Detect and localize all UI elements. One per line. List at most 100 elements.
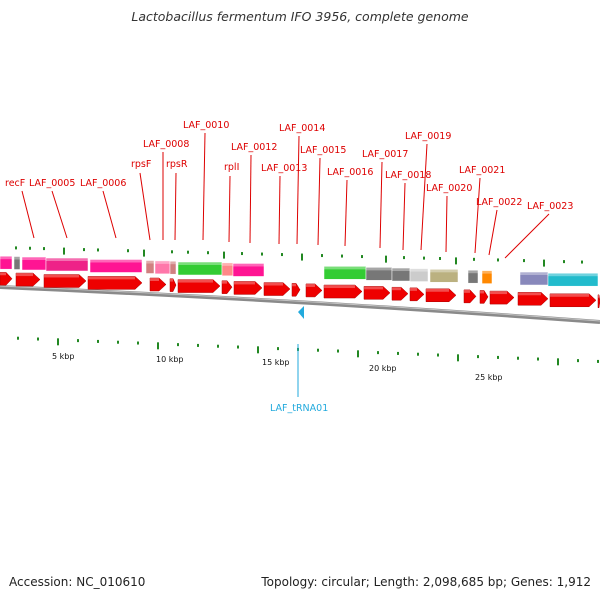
- cds-arrow-highlight: [16, 273, 33, 277]
- gene-label-laf_0019[interactable]: LAF_0019: [405, 131, 451, 142]
- cds-arrow-highlight: [364, 286, 383, 290]
- gene-label-laf_0015[interactable]: LAF_0015: [300, 145, 346, 156]
- cds-arrow-row: [0, 271, 600, 309]
- feature-band-row: [0, 255, 599, 287]
- leader-line-laf_0012: [249, 154, 252, 244]
- cds-arrow[interactable]: [87, 276, 143, 290]
- cds-arrow[interactable]: [177, 279, 221, 293]
- feature-block[interactable]: [547, 272, 599, 287]
- cds-arrow[interactable]: [149, 277, 167, 292]
- cds-arrow-highlight: [264, 282, 283, 286]
- cds-arrow[interactable]: [479, 290, 489, 304]
- feature-block[interactable]: [169, 260, 177, 275]
- cds-arrow-highlight: [490, 291, 507, 295]
- gene-label-laf_0016[interactable]: LAF_0016: [327, 167, 373, 178]
- scale-label: 20 kbp: [369, 364, 397, 373]
- cds-arrow[interactable]: [221, 280, 233, 294]
- gene-label-laf_0012[interactable]: LAF_0012: [231, 142, 277, 153]
- leader-line-laf_0013: [278, 175, 281, 245]
- gene-label-rpsr[interactable]: rpsR: [166, 159, 188, 170]
- scale-tick-row: [17, 336, 599, 366]
- gene-label-rpli[interactable]: rplI: [224, 162, 239, 173]
- feature-block[interactable]: [145, 260, 155, 274]
- leader-line-laf_0016: [344, 179, 348, 247]
- trna-marker[interactable]: [298, 306, 304, 319]
- feature-block-highlight: [46, 258, 88, 262]
- leader-line-rpsf: [139, 172, 151, 241]
- gene-label-laf_0020[interactable]: LAF_0020: [426, 183, 472, 194]
- trna-label[interactable]: LAF_tRNA01: [270, 403, 328, 414]
- feature-block[interactable]: [0, 255, 13, 270]
- genome-backbone-highlight: [0, 285, 600, 322]
- feature-block[interactable]: [13, 256, 21, 270]
- gene-label-laf_0008[interactable]: LAF_0008: [143, 139, 189, 150]
- feature-block-highlight: [170, 261, 176, 265]
- cds-arrow[interactable]: [291, 282, 301, 297]
- feature-block-highlight: [233, 263, 264, 267]
- feature-block[interactable]: [89, 259, 143, 273]
- feature-block-highlight: [410, 268, 428, 272]
- feature-block-highlight: [222, 262, 233, 266]
- feature-block-highlight: [468, 270, 478, 274]
- cds-arrow[interactable]: [363, 286, 391, 300]
- cds-arrow[interactable]: [169, 278, 177, 292]
- gene-label-laf_0023[interactable]: LAF_0023: [527, 201, 573, 212]
- feature-block[interactable]: [481, 270, 493, 284]
- feature-block-highlight: [430, 269, 458, 273]
- cds-arrow-highlight: [234, 281, 255, 285]
- cds-arrow[interactable]: [517, 292, 549, 306]
- cds-arrow[interactable]: [463, 289, 477, 304]
- leader-line-laf_0021: [474, 177, 481, 254]
- gene-label-laf_0010[interactable]: LAF_0010: [183, 120, 229, 131]
- cds-arrow[interactable]: [425, 288, 457, 303]
- feature-block-highlight: [155, 260, 170, 264]
- gene-label-laf_0021[interactable]: LAF_0021: [459, 165, 505, 176]
- leader-line-laf_0018: [402, 182, 406, 251]
- cds-arrow[interactable]: [263, 282, 291, 296]
- cds-arrow-highlight: [464, 289, 470, 293]
- cds-arrow-highlight: [0, 272, 6, 276]
- gene-label-laf_0022[interactable]: LAF_0022: [476, 197, 522, 208]
- gene-label-laf_0014[interactable]: LAF_0014: [279, 123, 325, 134]
- accession-text: Accession: NC_010610: [9, 575, 146, 589]
- cds-arrow[interactable]: [409, 287, 425, 302]
- top-tick-row: [15, 246, 583, 267]
- cds-arrow-highlight: [292, 283, 296, 287]
- feature-block-highlight: [178, 262, 222, 265]
- feature-block[interactable]: [429, 269, 459, 283]
- feature-block-highlight: [366, 267, 392, 271]
- leader-line-laf_0006: [102, 190, 117, 239]
- gene-label-laf_0005[interactable]: LAF_0005: [29, 178, 75, 189]
- cds-arrow[interactable]: [489, 290, 515, 305]
- gene-label-laf_0018[interactable]: LAF_0018: [385, 170, 431, 181]
- feature-block-highlight: [90, 259, 142, 263]
- cds-arrow[interactable]: [43, 274, 87, 288]
- gene-label-rpsf[interactable]: rpsF: [131, 159, 151, 170]
- cds-arrow[interactable]: [15, 272, 41, 287]
- gene-label-laf_0013[interactable]: LAF_0013: [261, 163, 307, 174]
- cds-arrow[interactable]: [0, 271, 13, 286]
- gene-label-recf[interactable]: recF: [5, 178, 25, 189]
- feature-block[interactable]: [45, 257, 89, 272]
- genome-backbone: [0, 285, 600, 324]
- cds-arrow[interactable]: [323, 284, 363, 299]
- cds-arrow-highlight: [480, 290, 484, 294]
- cds-arrow[interactable]: [549, 293, 597, 308]
- feature-block-highlight: [0, 256, 12, 260]
- cds-arrow-highlight: [550, 293, 589, 297]
- cds-arrow[interactable]: [233, 281, 263, 295]
- cds-arrow[interactable]: [305, 283, 323, 298]
- feature-block[interactable]: [467, 269, 479, 284]
- gene-label-laf_0017[interactable]: LAF_0017: [362, 149, 408, 160]
- cds-arrow-highlight: [518, 292, 541, 296]
- feature-block[interactable]: [409, 268, 429, 282]
- feature-block[interactable]: [232, 263, 265, 277]
- feature-block-highlight: [482, 270, 492, 274]
- scale-label: 10 kbp: [156, 355, 184, 364]
- scale-label: 5 kbp: [52, 352, 74, 361]
- feature-block-highlight: [324, 266, 366, 270]
- cds-arrow[interactable]: [391, 286, 409, 301]
- gene-label-laf_0006[interactable]: LAF_0006: [80, 178, 126, 189]
- cds-arrow-highlight: [598, 294, 599, 298]
